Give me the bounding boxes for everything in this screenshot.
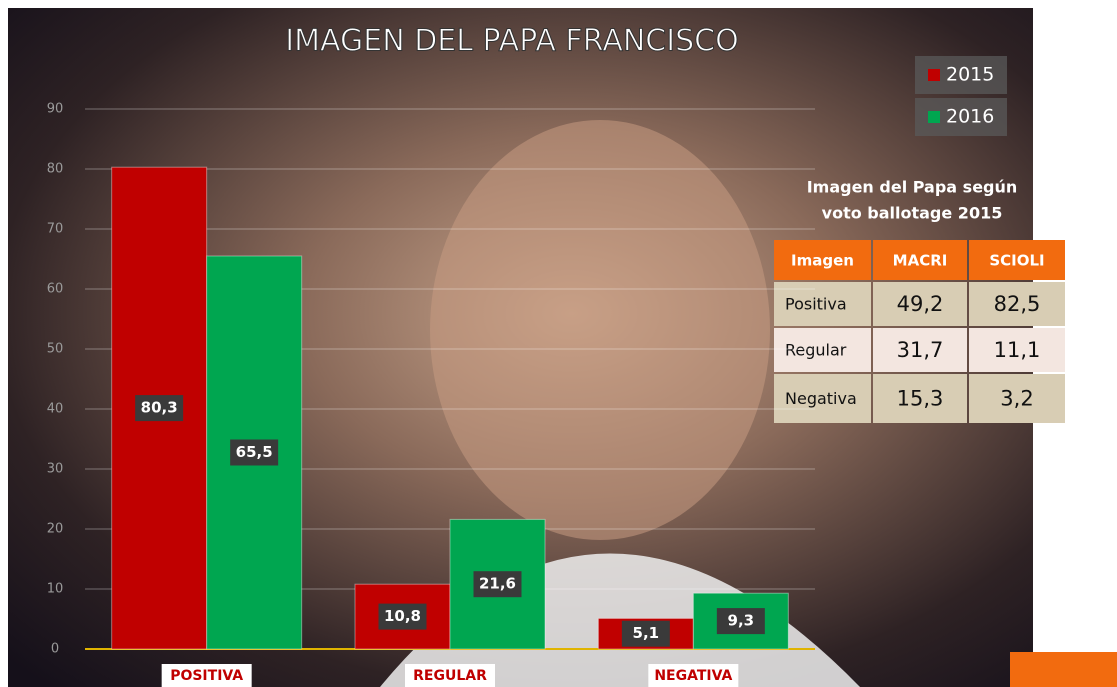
table-cell-text: 82,5 [994, 292, 1041, 316]
value-label: 21,6 [479, 575, 516, 593]
value-label: 5,1 [633, 624, 660, 642]
table-title: voto ballotage 2015 [822, 204, 1003, 223]
y-tick-label: 40 [47, 402, 64, 417]
table-cell-text: 15,3 [897, 387, 944, 411]
table-title: Imagen del Papa según [807, 178, 1018, 197]
value-label: 65,5 [236, 443, 273, 461]
y-tick-label: 90 [47, 102, 64, 117]
table-cell-text: 11,1 [994, 338, 1041, 362]
x-tick-label: REGULAR [413, 668, 487, 684]
y-tick-label: 60 [47, 282, 64, 297]
table-cell-text: 3,2 [1000, 387, 1033, 411]
value-label: 80,3 [141, 399, 178, 417]
y-tick-label: 50 [47, 342, 64, 357]
logo-corner [1010, 652, 1117, 687]
table-cell-text: 31,7 [897, 338, 944, 362]
table-cell-text: 49,2 [897, 292, 944, 316]
legend-swatch [928, 69, 940, 81]
chart: IMAGEN DEL PAPA FRANCISCO Imagen del Pap… [0, 0, 1117, 687]
y-tick-label: 70 [47, 222, 64, 237]
value-label: 9,3 [728, 612, 755, 630]
legend-label: 2015 [946, 64, 994, 86]
legend-swatch [928, 111, 940, 123]
table-header: SCIOLI [989, 252, 1044, 270]
chart-title: IMAGEN DEL PAPA FRANCISCO [285, 24, 738, 59]
page: {"chart_data": {"type": "bar", "title": … [0, 0, 1117, 687]
y-tick-label: 30 [47, 462, 64, 477]
table-cell-text: Regular [785, 341, 847, 360]
table-cell-text: Positiva [785, 295, 847, 314]
y-tick-label: 20 [47, 522, 64, 537]
y-tick-label: 10 [47, 582, 64, 597]
table-cell-text: Negativa [785, 389, 857, 408]
x-tick-label: POSITIVA [170, 668, 243, 684]
table-header: Imagen [791, 252, 854, 270]
x-tick-label: NEGATIVA [654, 668, 732, 684]
y-tick-label: 0 [51, 642, 59, 657]
face-shape [430, 120, 770, 540]
y-tick-label: 80 [47, 162, 64, 177]
legend-label: 2016 [946, 106, 994, 128]
table-header: MACRI [893, 252, 948, 270]
value-label: 10,8 [384, 607, 421, 625]
